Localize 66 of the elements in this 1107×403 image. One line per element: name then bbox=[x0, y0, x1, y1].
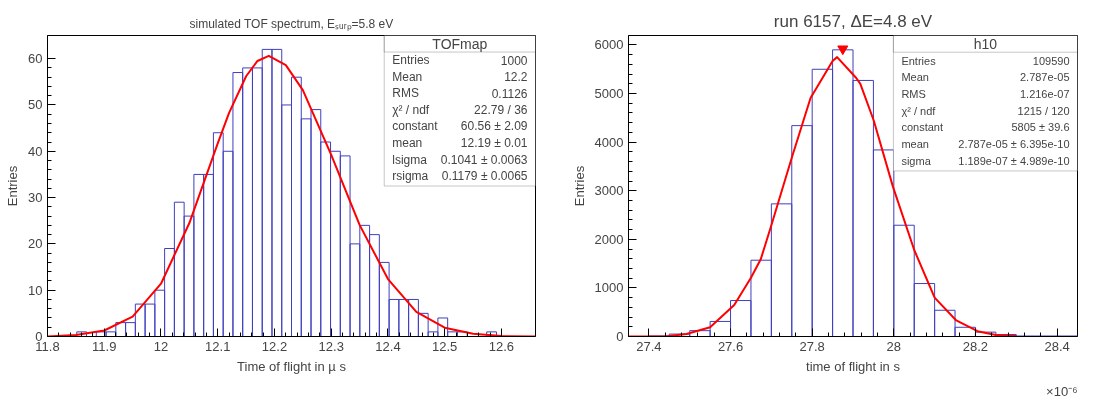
annotation: mean bbox=[901, 138, 929, 151]
y-tick-label: 50 bbox=[28, 97, 43, 113]
y-tick-label: 2000 bbox=[594, 231, 624, 247]
y-tick-label: 0 bbox=[616, 329, 624, 344]
y-tick-label: 30 bbox=[28, 190, 43, 206]
y-tick-label: 1000 bbox=[594, 280, 624, 296]
y-tick-label: 20 bbox=[28, 236, 43, 252]
x-tick-label: 28.4 bbox=[1044, 338, 1070, 354]
annotation: Mean bbox=[392, 69, 423, 84]
annotation: constant bbox=[901, 121, 943, 134]
annotation: 1215 / 120 bbox=[1017, 104, 1070, 117]
annotation: TOFmap bbox=[432, 35, 488, 52]
x-tick-label: 12.6 bbox=[488, 338, 515, 354]
annotation: 109590 bbox=[1032, 54, 1070, 67]
x-tick-label: 28 bbox=[886, 338, 902, 354]
annotation: Entries bbox=[901, 54, 937, 67]
y-axis-title: Entries bbox=[5, 165, 21, 207]
annotation: 5805 ± 39.6 bbox=[1011, 121, 1070, 134]
annotation: 1.216e-07 bbox=[1019, 88, 1070, 101]
annotation: 0.1041 ± 0.0063 bbox=[440, 152, 528, 167]
annotation: 12.19 ± 0.01 bbox=[460, 136, 528, 150]
x-tick-label: 27.8 bbox=[799, 338, 825, 354]
annotation: Entries bbox=[392, 53, 430, 68]
x-tick-label: 28.2 bbox=[962, 338, 989, 354]
x-tick-label: 11.9 bbox=[92, 338, 117, 354]
annotation: h10 bbox=[973, 35, 998, 52]
y-tick-label: 40 bbox=[28, 143, 43, 159]
x-axis-title: time of flight in s bbox=[806, 358, 901, 374]
y-axis-title: Entries bbox=[571, 165, 587, 207]
x-tick-label: 12.1 bbox=[205, 338, 231, 354]
annotation: constant bbox=[392, 119, 439, 134]
annotation: 60.56 ± 2.09 bbox=[460, 119, 528, 134]
annotation: 1000 bbox=[500, 53, 528, 68]
annotation: sigma bbox=[901, 154, 932, 167]
annotation: RMS bbox=[392, 86, 419, 101]
x-tick-label: 12 bbox=[153, 338, 169, 354]
annotation: 1.189e-07 ± 4.989e-10 bbox=[958, 154, 1070, 167]
x-tick-label: 12.5 bbox=[432, 338, 458, 354]
x-tick-label: 12.4 bbox=[375, 338, 401, 354]
y-tick-label: 3000 bbox=[594, 183, 624, 199]
annotation: 12.2 bbox=[504, 70, 528, 85]
annotation: lsigma bbox=[392, 152, 428, 167]
annotation: 2.787e-05 ± 6.395e-10 bbox=[958, 138, 1070, 151]
y-tick-label: 6000 bbox=[594, 37, 624, 53]
chart-title: simulated TOF spectrum, Eₛᵤᵣₚ=5.8 eV bbox=[189, 16, 394, 31]
x-tick-label: 27.6 bbox=[717, 338, 744, 354]
x-tick-label: 27.4 bbox=[636, 338, 662, 354]
x-tick-label: 12.3 bbox=[318, 338, 344, 354]
y-tick-label: 5000 bbox=[594, 86, 624, 102]
x-tick-label: 12.2 bbox=[261, 338, 288, 354]
annotation: 2.787e-05 bbox=[1019, 71, 1070, 84]
annotation: χ² / ndf bbox=[392, 102, 430, 117]
annotation: rsigma bbox=[392, 169, 429, 184]
annotation: 22.79 / 36 bbox=[474, 102, 528, 117]
x-axis-title: Time of flight in µ s bbox=[237, 358, 347, 374]
annotation: 0.1126 bbox=[491, 86, 528, 101]
annotation: mean bbox=[392, 136, 423, 150]
y-tick-label: 10 bbox=[28, 282, 43, 298]
annotation: χ² / ndf bbox=[901, 104, 937, 117]
annotation: 0.1179 ± 0.0065 bbox=[441, 169, 528, 184]
chart-title: run 6157, ΔE=4.8 eV bbox=[773, 11, 933, 31]
y-tick-label: 60 bbox=[28, 51, 43, 67]
text: ×10⁻⁶ bbox=[1046, 383, 1078, 399]
annotation: RMS bbox=[901, 88, 926, 101]
annotation: Mean bbox=[901, 71, 929, 84]
y-tick-label: 4000 bbox=[594, 134, 624, 150]
